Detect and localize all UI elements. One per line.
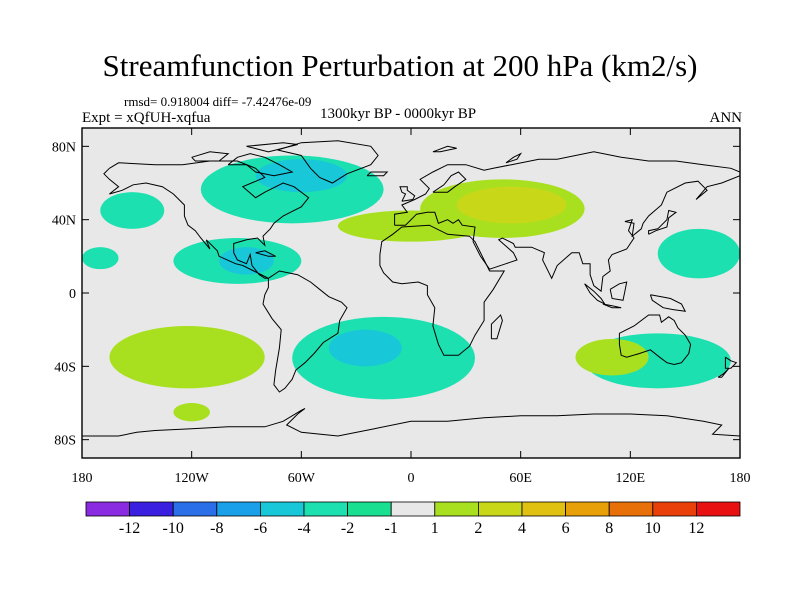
colorbar-label-2: -8: [210, 520, 223, 537]
colorbar-swatch-10: [521, 501, 566, 517]
colorbar-label-12: 10: [645, 520, 661, 537]
coastline-15: [724, 356, 738, 369]
coastline-2: [262, 270, 348, 393]
colorbar-swatch-7: [390, 501, 436, 517]
period-label: 1300kyr BP - 0000kyr BP: [320, 106, 477, 122]
colorbar-swatch-3: [216, 501, 261, 517]
coastline-18: [82, 408, 740, 437]
anomaly-region-13: [173, 403, 210, 422]
coastline-4: [394, 151, 740, 293]
colorbar-label-1: -10: [163, 520, 184, 537]
y-tick-label-0: 80N: [52, 140, 76, 155]
coastline-8: [648, 209, 678, 235]
anomaly-region-5: [456, 186, 567, 224]
colorbar-label-4: -4: [297, 520, 310, 537]
anomaly-fields: [82, 155, 740, 422]
coastline-1: [277, 140, 379, 184]
colorbar-label-9: 4: [518, 520, 526, 537]
coastline-11: [609, 281, 628, 301]
x-tick-label-5: 120E: [616, 471, 646, 486]
anomaly-region-11: [328, 329, 402, 367]
coastline-17: [255, 250, 276, 257]
colorbar-swatch-6: [347, 501, 392, 517]
anomaly-region-9: [82, 247, 119, 270]
colorbar-swatch-5: [303, 501, 348, 517]
coastlines: [82, 140, 740, 437]
colorbar-swatch-4: [259, 501, 305, 517]
coastline-7: [366, 171, 389, 177]
y-tick-label-3: 40S: [54, 360, 76, 375]
coastline-19: [227, 153, 294, 177]
anomaly-region-1: [255, 159, 348, 193]
anomaly-region-15: [575, 338, 649, 376]
y-tick-label-2: 0: [69, 287, 76, 302]
x-tick-label-1: 120W: [175, 471, 210, 486]
colorbar-label-0: -12: [119, 520, 140, 537]
map-axes: 180 120W 60W 0 60E 120E 180 80N 40N 0 40S 80S: [52, 128, 751, 486]
anomaly-region-2: [100, 192, 165, 229]
colorbar-label-10: 6: [562, 520, 570, 537]
coastline-14: [490, 314, 503, 340]
coastline-10: [649, 294, 687, 312]
x-tick-label-4: 60E: [509, 471, 532, 486]
coastline-21: [246, 142, 298, 153]
experiment-label: Expt = xQfUH-xqfua: [82, 110, 211, 126]
y-tick-label-4: 80S: [54, 434, 76, 449]
coastline-5: [432, 171, 467, 193]
colorbar-label-3: -6: [254, 520, 267, 537]
colorbar-label-8: 2: [474, 520, 482, 537]
x-tick-label-3: 0: [408, 471, 415, 486]
y-tick-label-1: 40N: [52, 214, 76, 229]
colorbar-swatch-0: [85, 501, 130, 517]
season-label: ANN: [709, 110, 743, 126]
rmsd-diff-label: rmsd= 0.918004 diff= -7.42476e-09: [124, 94, 312, 109]
colorbar-swatch-13: [652, 501, 697, 517]
colorbar-label-5: -2: [341, 520, 354, 537]
colorbar-label-11: 8: [605, 520, 613, 537]
chart-title: Streamfunction Perturbation at 200 hPa (…: [102, 48, 698, 83]
coastline-20: [191, 151, 230, 162]
coastline-22: [505, 152, 523, 164]
x-tick-label-0: 180: [72, 471, 93, 486]
anomaly-region-8: [657, 228, 740, 279]
colorbar-label-7: 1: [431, 520, 439, 537]
colorbar-swatch-14: [696, 501, 741, 517]
colorbar-swatch-2: [172, 501, 218, 517]
colorbar-swatch-8: [434, 501, 479, 517]
colorbar-swatch-11: [565, 501, 610, 517]
coastline-6: [399, 186, 416, 202]
coastline-9: [618, 314, 692, 366]
colorbar-swatch-12: [608, 501, 654, 517]
coastline-3: [379, 224, 506, 356]
colorbar-label-6: -1: [385, 520, 398, 537]
colorbar-swatch-1: [129, 501, 174, 517]
coastline-16: [717, 367, 730, 378]
coastline-0: [103, 160, 310, 279]
coastline-23: [432, 145, 457, 153]
colorbar-label-13: 12: [688, 520, 704, 537]
coastline-13: [602, 303, 622, 309]
x-tick-label-2: 60W: [288, 471, 316, 486]
colorbar-swatch-9: [477, 501, 523, 517]
anomaly-region-12: [109, 326, 265, 389]
x-tick-label-6: 180: [730, 471, 751, 486]
